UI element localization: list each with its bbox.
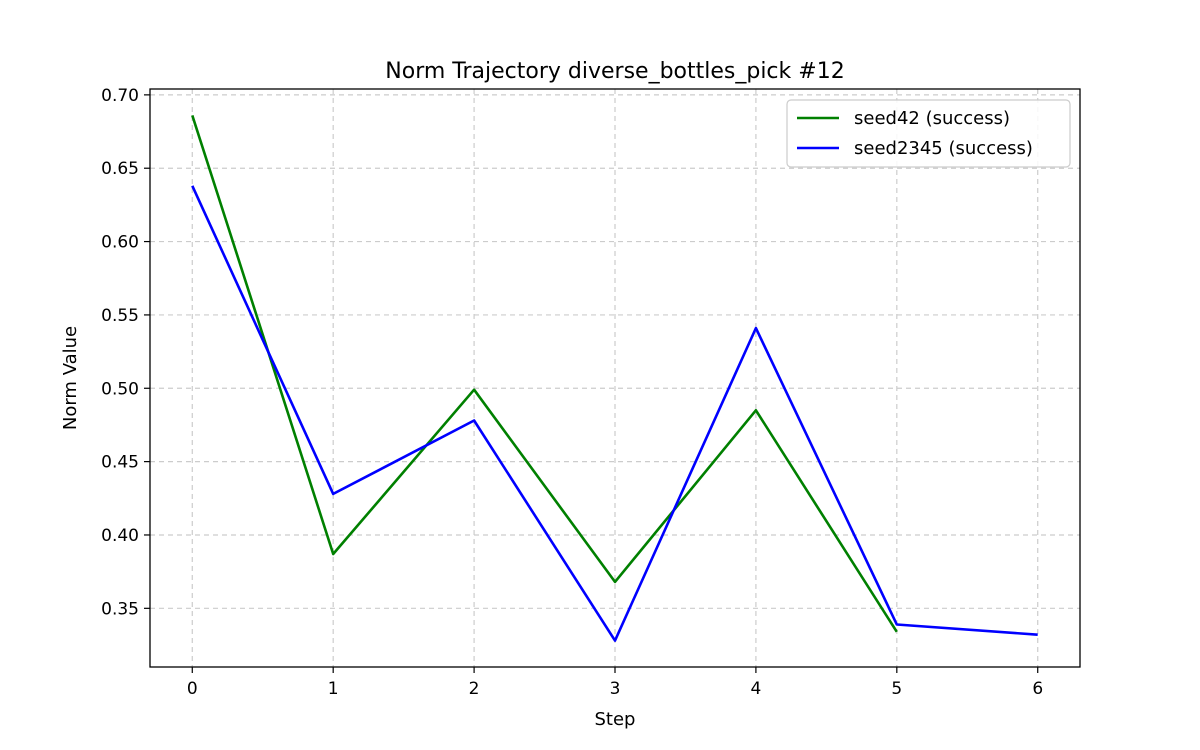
y-tick-label: 0.35 — [101, 599, 139, 619]
series-line-1 — [191, 185, 1038, 642]
x-tick-label: 4 — [750, 679, 761, 699]
x-tick-label: 3 — [610, 679, 621, 699]
x-tick-label: 6 — [1032, 679, 1043, 699]
y-tick-label: 0.45 — [101, 453, 139, 473]
legend: seed42 (success) seed2345 (success) — [786, 99, 1071, 168]
x-tick-label: 5 — [891, 679, 902, 699]
x-axis-label: Step — [595, 709, 636, 730]
x-tick-label: 2 — [469, 679, 480, 699]
axis-ticks: 0 1 2 3 4 5 6 0.35 0.40 0.45 0.50 0.55 0.60 0.65 0.70 — [101, 86, 1043, 699]
chart-title: Norm Trajectory diverse_bottles_pick #12 — [385, 59, 844, 84]
y-tick-label: 0.40 — [101, 526, 139, 546]
y-tick-label: 0.70 — [101, 86, 139, 106]
y-tick-label: 0.65 — [101, 159, 139, 179]
y-axis-label: Norm Value — [60, 326, 81, 430]
y-tick-label: 0.55 — [101, 306, 139, 326]
legend-label-0: seed42 (success) — [854, 108, 1010, 129]
series-lines — [191, 115, 1038, 642]
series-line-0 — [191, 115, 898, 633]
legend-label-1: seed2345 (success) — [854, 138, 1033, 159]
legend-box — [786, 99, 1071, 168]
y-tick-label: 0.50 — [101, 379, 139, 399]
grid-lines — [150, 89, 1080, 667]
x-tick-label: 1 — [328, 679, 339, 699]
x-tick-label: 0 — [187, 679, 198, 699]
y-tick-label: 0.60 — [101, 233, 139, 253]
